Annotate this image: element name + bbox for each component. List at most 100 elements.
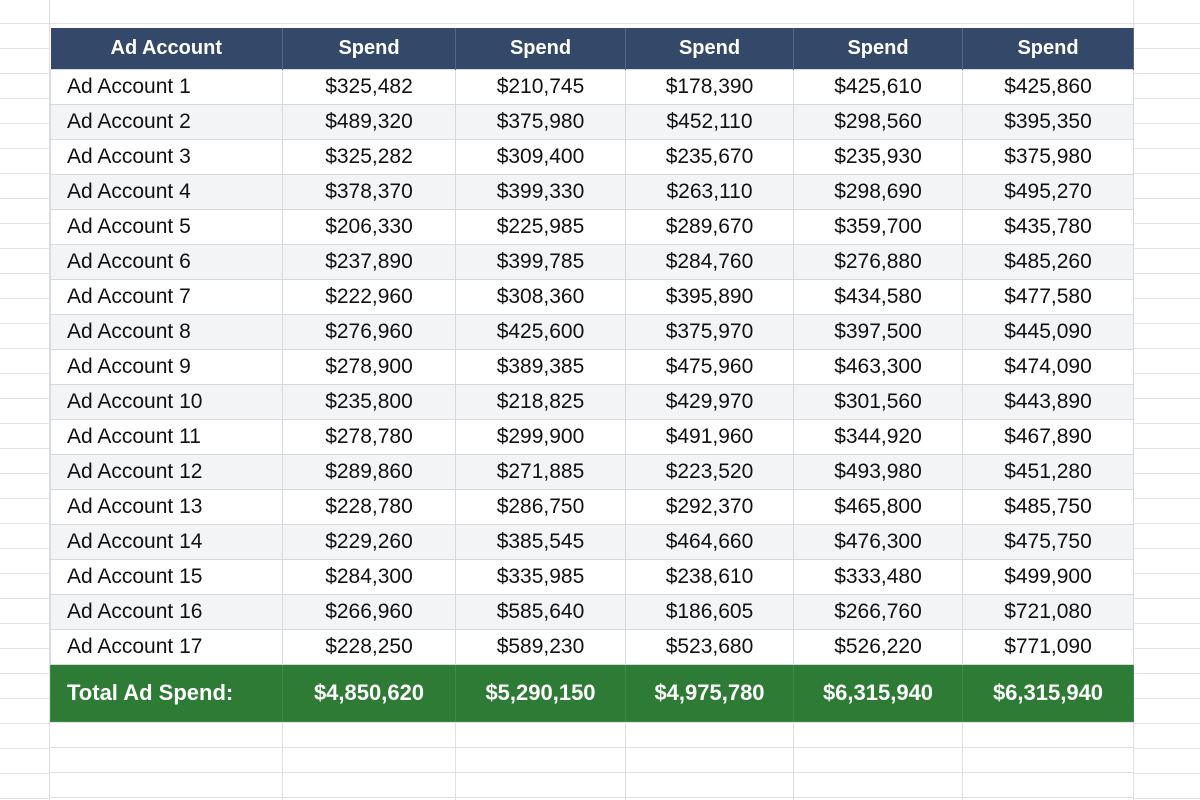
account-name-cell[interactable]: Ad Account 15 <box>50 559 283 595</box>
spend-cell[interactable]: $299,900 <box>455 419 626 455</box>
spend-cell[interactable]: $222,960 <box>282 279 456 315</box>
spend-cell[interactable]: $178,390 <box>625 69 794 105</box>
spend-cell[interactable]: $375,970 <box>625 314 794 350</box>
total-spend-cell[interactable]: $6,315,940 <box>793 664 963 722</box>
spend-cell[interactable]: $425,610 <box>793 69 963 105</box>
spend-cell[interactable]: $435,780 <box>962 209 1134 245</box>
total-spend-cell[interactable]: $4,850,620 <box>282 664 456 722</box>
spend-cell[interactable]: $425,860 <box>962 69 1134 105</box>
account-name-cell[interactable]: Ad Account 10 <box>50 384 283 420</box>
spend-cell[interactable]: $289,670 <box>625 209 794 245</box>
account-name-cell[interactable]: Ad Account 9 <box>50 349 283 385</box>
spend-cell[interactable]: $238,610 <box>625 559 794 595</box>
spend-cell[interactable]: $477,580 <box>962 279 1134 315</box>
spend-cell[interactable]: $397,500 <box>793 314 963 350</box>
spend-cell[interactable]: $378,370 <box>282 174 456 210</box>
spend-cell[interactable]: $309,400 <box>455 139 626 175</box>
spend-cell[interactable]: $301,560 <box>793 384 963 420</box>
spend-cell[interactable]: $589,230 <box>455 629 626 665</box>
spend-cell[interactable]: $325,282 <box>282 139 456 175</box>
column-header-spend[interactable]: Spend <box>282 28 456 70</box>
spend-cell[interactable]: $385,545 <box>455 524 626 560</box>
spend-cell[interactable]: $333,480 <box>793 559 963 595</box>
spend-cell[interactable]: $218,825 <box>455 384 626 420</box>
spend-cell[interactable]: $495,270 <box>962 174 1134 210</box>
total-spend-cell[interactable]: $6,315,940 <box>962 664 1134 722</box>
account-name-cell[interactable]: Ad Account 8 <box>50 314 283 350</box>
spend-cell[interactable]: $359,700 <box>793 209 963 245</box>
spend-cell[interactable]: $278,900 <box>282 349 456 385</box>
spend-cell[interactable]: $491,960 <box>625 419 794 455</box>
spend-cell[interactable]: $223,520 <box>625 454 794 490</box>
spend-cell[interactable]: $399,330 <box>455 174 626 210</box>
account-name-cell[interactable]: Ad Account 4 <box>50 174 283 210</box>
spend-cell[interactable]: $485,750 <box>962 489 1134 525</box>
account-name-cell[interactable]: Ad Account 3 <box>50 139 283 175</box>
spend-cell[interactable]: $474,090 <box>962 349 1134 385</box>
spend-cell[interactable]: $721,080 <box>962 594 1134 630</box>
spend-cell[interactable]: $467,890 <box>962 419 1134 455</box>
spend-cell[interactable]: $237,890 <box>282 244 456 280</box>
account-name-cell[interactable]: Ad Account 11 <box>50 419 283 455</box>
account-name-cell[interactable]: Ad Account 1 <box>50 69 283 105</box>
spend-cell[interactable]: $395,890 <box>625 279 794 315</box>
spend-cell[interactable]: $278,780 <box>282 419 456 455</box>
spend-cell[interactable]: $228,250 <box>282 629 456 665</box>
spend-cell[interactable]: $308,360 <box>455 279 626 315</box>
account-name-cell[interactable]: Ad Account 2 <box>50 104 283 140</box>
spend-cell[interactable]: $271,885 <box>455 454 626 490</box>
spend-cell[interactable]: $210,745 <box>455 69 626 105</box>
spend-cell[interactable]: $276,960 <box>282 314 456 350</box>
spend-cell[interactable]: $463,300 <box>793 349 963 385</box>
spend-cell[interactable]: $375,980 <box>455 104 626 140</box>
spend-cell[interactable]: $771,090 <box>962 629 1134 665</box>
spend-cell[interactable]: $429,970 <box>625 384 794 420</box>
account-name-cell[interactable]: Ad Account 6 <box>50 244 283 280</box>
total-spend-cell[interactable]: $5,290,150 <box>455 664 626 722</box>
spend-cell[interactable]: $284,300 <box>282 559 456 595</box>
spend-cell[interactable]: $526,220 <box>793 629 963 665</box>
spend-cell[interactable]: $523,680 <box>625 629 794 665</box>
spend-cell[interactable]: $266,760 <box>793 594 963 630</box>
column-header-spend[interactable]: Spend <box>793 28 963 70</box>
spend-cell[interactable]: $263,110 <box>625 174 794 210</box>
spend-cell[interactable]: $464,660 <box>625 524 794 560</box>
account-name-cell[interactable]: Ad Account 16 <box>50 594 283 630</box>
spend-cell[interactable]: $235,670 <box>625 139 794 175</box>
spend-cell[interactable]: $284,760 <box>625 244 794 280</box>
spend-cell[interactable]: $325,482 <box>282 69 456 105</box>
spend-cell[interactable]: $206,330 <box>282 209 456 245</box>
spend-cell[interactable]: $335,985 <box>455 559 626 595</box>
spend-cell[interactable]: $425,600 <box>455 314 626 350</box>
spend-cell[interactable]: $585,640 <box>455 594 626 630</box>
spend-cell[interactable]: $451,280 <box>962 454 1134 490</box>
spend-cell[interactable]: $266,960 <box>282 594 456 630</box>
total-spend-cell[interactable]: $4,975,780 <box>625 664 794 722</box>
account-name-cell[interactable]: Ad Account 13 <box>50 489 283 525</box>
spend-cell[interactable]: $493,980 <box>793 454 963 490</box>
spend-cell[interactable]: $286,750 <box>455 489 626 525</box>
spend-cell[interactable]: $289,860 <box>282 454 456 490</box>
account-name-cell[interactable]: Ad Account 14 <box>50 524 283 560</box>
spend-cell[interactable]: $229,260 <box>282 524 456 560</box>
column-header-spend[interactable]: Spend <box>455 28 626 70</box>
spend-cell[interactable]: $445,090 <box>962 314 1134 350</box>
column-header-ad-account[interactable]: Ad Account <box>50 28 283 70</box>
column-header-spend[interactable]: Spend <box>625 28 794 70</box>
spend-cell[interactable]: $298,560 <box>793 104 963 140</box>
spend-cell[interactable]: $276,880 <box>793 244 963 280</box>
spend-cell[interactable]: $292,370 <box>625 489 794 525</box>
account-name-cell[interactable]: Ad Account 12 <box>50 454 283 490</box>
spend-cell[interactable]: $489,320 <box>282 104 456 140</box>
spend-cell[interactable]: $375,980 <box>962 139 1134 175</box>
spend-cell[interactable]: $186,605 <box>625 594 794 630</box>
spend-cell[interactable]: $434,580 <box>793 279 963 315</box>
spend-cell[interactable]: $399,785 <box>455 244 626 280</box>
spend-cell[interactable]: $235,800 <box>282 384 456 420</box>
spend-cell[interactable]: $443,890 <box>962 384 1134 420</box>
spend-cell[interactable]: $235,930 <box>793 139 963 175</box>
account-name-cell[interactable]: Ad Account 5 <box>50 209 283 245</box>
spend-cell[interactable]: $452,110 <box>625 104 794 140</box>
account-name-cell[interactable]: Ad Account 17 <box>50 629 283 665</box>
spend-cell[interactable]: $465,800 <box>793 489 963 525</box>
